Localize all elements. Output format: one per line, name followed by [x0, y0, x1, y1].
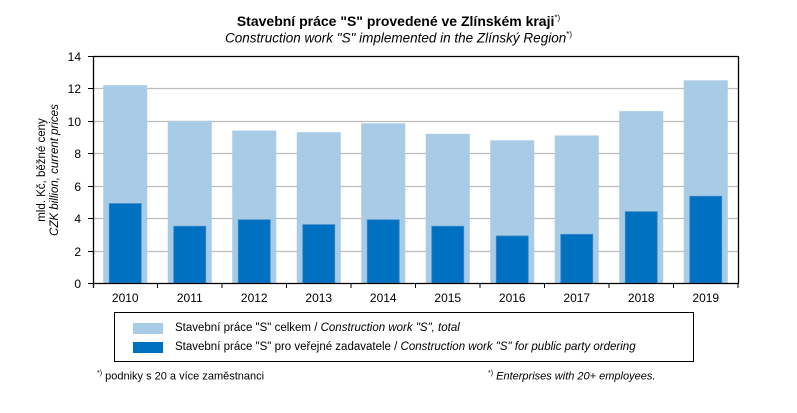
y-tick-label: 8 — [74, 147, 81, 161]
subtitle-footnote-mark: *) — [566, 30, 572, 39]
x-tick-label: 2016 — [499, 291, 526, 305]
bar-public — [366, 219, 400, 284]
y-tick-label: 12 — [68, 82, 82, 96]
bar-public — [173, 225, 207, 284]
y-tick-labels: 0 2 4 6 8 10 12 14 — [68, 50, 82, 291]
x-tick-label: 2017 — [563, 291, 590, 305]
bar-public — [237, 219, 271, 284]
chart-title: Stavební práce "S" provedené ve Zlínském… — [0, 13, 797, 29]
chart-subtitle: Construction work "S" implemented in the… — [0, 30, 797, 46]
chart-subtitle-text: Construction work "S" implemented in the… — [224, 30, 567, 46]
footnote-en-mark: *) — [488, 370, 494, 377]
title-footnote-mark: *) — [554, 13, 561, 23]
footnote-en: *) Enterprises with 20+ employees. — [488, 370, 655, 383]
x-tick-label: 2010 — [112, 291, 139, 305]
legend-label-public-en: Construction work "S" for public party o… — [400, 341, 636, 353]
y-tick-label: 4 — [74, 212, 81, 226]
y-tick-label: 14 — [68, 50, 82, 64]
bar-public — [108, 203, 142, 284]
bar-public — [302, 224, 336, 284]
y-tick-label: 10 — [68, 115, 82, 129]
x-tick-label: 2018 — [628, 291, 655, 305]
bar-public — [689, 195, 723, 284]
x-tick-label: 2012 — [241, 291, 268, 305]
legend-label-total: Stavební práce "S" celkem / Construction… — [175, 320, 460, 336]
x-tick-label: 2015 — [434, 291, 461, 305]
bar-public — [495, 235, 529, 284]
x-tick-labels: 2010 2011 2012 2013 2014 2015 2016 2017 2018 2019 — [112, 291, 720, 305]
footnote-en-text: Enterprises with 20+ employees. — [493, 370, 656, 383]
bar-public — [624, 211, 658, 284]
legend-label-total-cz: Stavební práce "S" celkem / — [175, 322, 321, 334]
legend-swatch-total — [133, 323, 163, 334]
y-tick-label: 6 — [74, 180, 81, 194]
bar-public — [431, 225, 465, 284]
y-tick-label: 0 — [74, 277, 81, 291]
y-axis-label-cz: mld. Kč, běžné ceny — [36, 118, 48, 222]
chart-title-text: Stavební práce "S" provedené ve Zlínském… — [236, 13, 555, 29]
bar-public — [560, 233, 594, 284]
x-tick-label: 2011 — [177, 291, 203, 305]
legend-label-total-en: Construction work "S", total — [320, 322, 460, 334]
y-tick-label: 2 — [74, 245, 81, 259]
footnote-cz: *) podniky s 20 a více zaměstnanci — [97, 370, 264, 383]
legend-label-public: Stavební práce "S" pro veřejné zadavatel… — [175, 339, 636, 355]
legend: Stavební práce "S" celkem / Construction… — [114, 312, 694, 362]
legend-swatch-public — [133, 342, 163, 353]
axes — [88, 55, 740, 288]
footnote-cz-text: podniky s 20 a více zaměstnanci — [102, 370, 265, 383]
x-tick-label: 2019 — [692, 291, 719, 305]
x-tick-label: 2014 — [370, 291, 397, 305]
x-tick-label: 2013 — [305, 291, 332, 305]
footnote-cz-mark: *) — [97, 370, 103, 377]
legend-label-public-cz: Stavební práce "S" pro veřejné zadavatel… — [175, 341, 401, 353]
y-axis-label-en: CZK billion, current prices — [49, 104, 61, 236]
